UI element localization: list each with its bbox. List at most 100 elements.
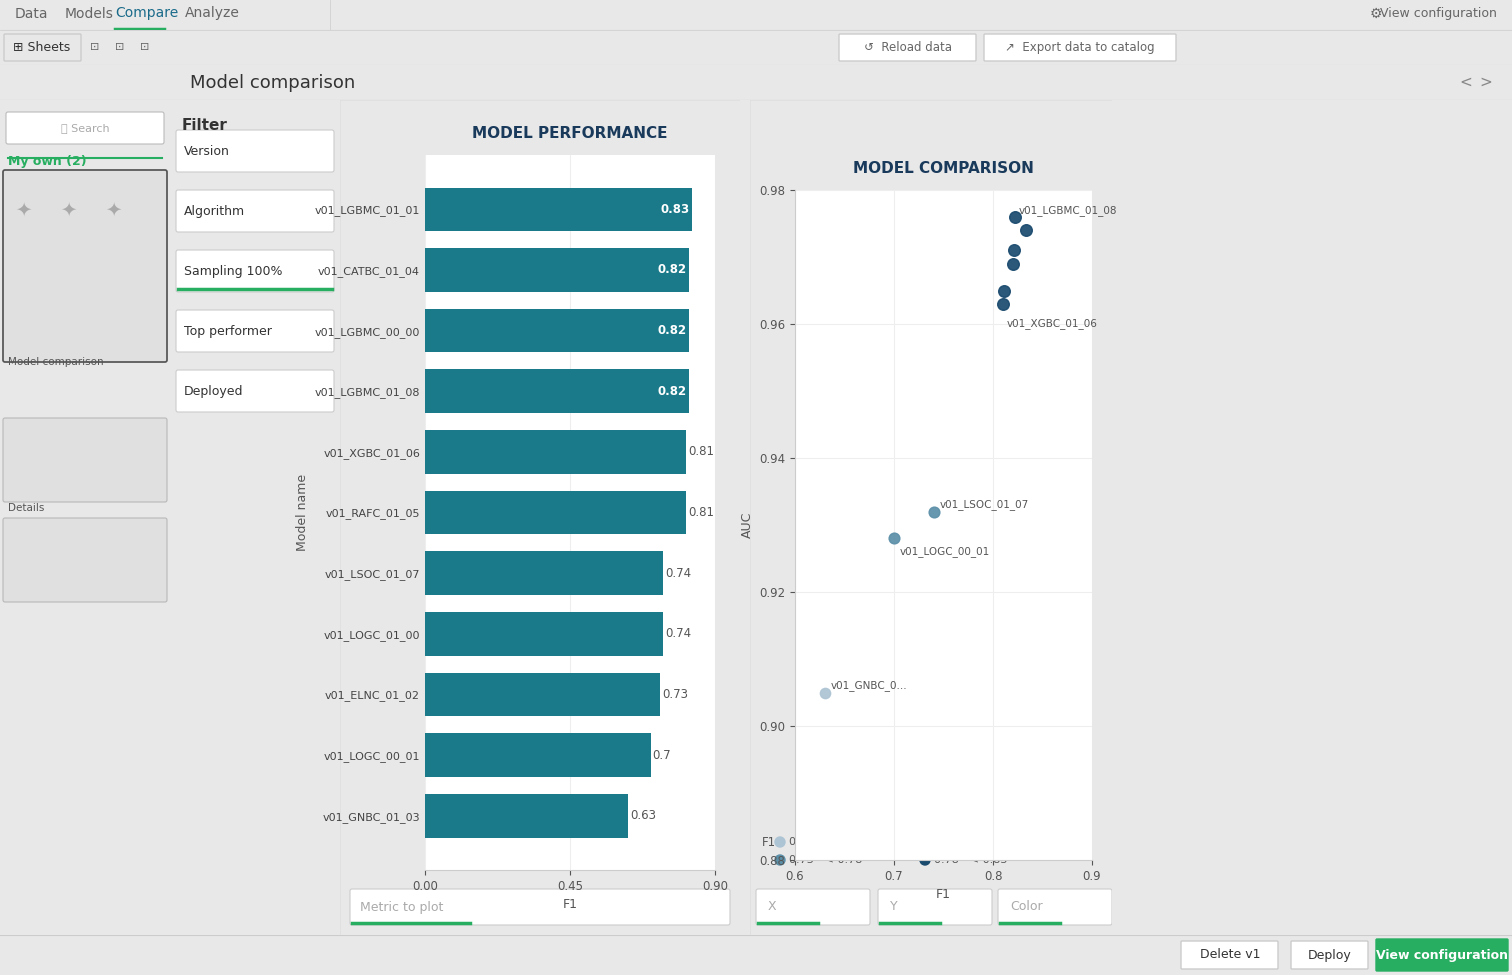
Text: 0.82: 0.82 [658, 263, 686, 277]
FancyBboxPatch shape [1181, 941, 1278, 969]
Text: <: < [1459, 75, 1473, 90]
Text: 0.82: 0.82 [658, 385, 686, 398]
Text: ⊞ Sheets: ⊞ Sheets [14, 41, 71, 54]
Text: 0.82: 0.82 [658, 324, 686, 337]
Point [1002, 209, 1027, 224]
Text: Metric to plot: Metric to plot [360, 901, 443, 914]
FancyBboxPatch shape [3, 418, 166, 502]
Text: ↗  Export data to catalog: ↗ Export data to catalog [1005, 41, 1155, 54]
Text: v01_LSOC_01_07: v01_LSOC_01_07 [939, 499, 1028, 510]
Bar [425, 612, 664, 655]
Bar [425, 490, 686, 534]
FancyBboxPatch shape [1376, 939, 1507, 971]
Bar [425, 673, 661, 717]
Point [921, 504, 945, 520]
Text: View configuration: View configuration [1376, 949, 1507, 961]
FancyBboxPatch shape [1291, 941, 1368, 969]
FancyBboxPatch shape [998, 889, 1111, 925]
Point [990, 296, 1015, 312]
Text: 0.73: 0.73 [662, 688, 688, 701]
Text: Filter: Filter [181, 118, 228, 133]
Text: 0.63 - < 0.68: 0.63 - < 0.68 [789, 837, 862, 847]
FancyBboxPatch shape [3, 170, 166, 362]
Text: 0.74: 0.74 [665, 627, 691, 641]
Y-axis label: AUC: AUC [741, 512, 753, 538]
FancyBboxPatch shape [349, 889, 730, 925]
Point [1001, 243, 1025, 258]
FancyBboxPatch shape [756, 889, 869, 925]
FancyBboxPatch shape [3, 518, 166, 602]
FancyBboxPatch shape [878, 889, 992, 925]
X-axis label: F1: F1 [562, 898, 578, 912]
Text: View configuration: View configuration [1380, 7, 1497, 20]
Text: 0.81: 0.81 [688, 506, 714, 519]
Text: Data: Data [15, 7, 48, 20]
Text: ✦: ✦ [60, 201, 77, 219]
FancyBboxPatch shape [175, 130, 334, 172]
Text: My own (2): My own (2) [8, 155, 86, 168]
FancyBboxPatch shape [175, 250, 334, 292]
Point [992, 283, 1016, 298]
Bar [425, 430, 686, 474]
FancyBboxPatch shape [175, 310, 334, 352]
Text: v01_XGBC_01_06: v01_XGBC_01_06 [1007, 319, 1098, 330]
Text: 0.81: 0.81 [688, 446, 714, 458]
Text: 0.73 - < 0.78: 0.73 - < 0.78 [789, 855, 862, 865]
Bar [425, 248, 689, 292]
Text: ⊡: ⊡ [91, 43, 100, 53]
Point [881, 530, 906, 546]
Text: ⊡: ⊡ [115, 43, 124, 53]
Text: Algorithm: Algorithm [184, 205, 245, 217]
Bar [425, 370, 689, 413]
Circle shape [776, 855, 785, 865]
Text: Delete v1: Delete v1 [1199, 949, 1259, 961]
Text: Y: Y [891, 901, 898, 914]
Circle shape [919, 855, 930, 865]
X-axis label: F1: F1 [936, 888, 951, 901]
Bar [425, 187, 692, 231]
Point [812, 684, 836, 700]
Text: Color: Color [1010, 901, 1043, 914]
FancyBboxPatch shape [175, 370, 334, 412]
Text: ⊡: ⊡ [141, 43, 150, 53]
Text: v01_LOGC_00_01: v01_LOGC_00_01 [900, 546, 990, 558]
Text: Compare: Compare [115, 7, 178, 20]
Point [1001, 255, 1025, 271]
Text: Top performer: Top performer [184, 325, 272, 337]
Text: F1: F1 [762, 836, 776, 848]
Text: ✦: ✦ [15, 201, 32, 219]
Text: v01_GNBC_0...: v01_GNBC_0... [830, 681, 907, 691]
Text: Models: Models [65, 7, 113, 20]
Bar [425, 551, 664, 595]
Text: >: > [1479, 75, 1492, 90]
FancyBboxPatch shape [5, 34, 82, 61]
FancyBboxPatch shape [175, 190, 334, 232]
FancyBboxPatch shape [839, 34, 977, 61]
Y-axis label: Model name: Model name [296, 474, 308, 551]
Text: X: X [768, 901, 777, 914]
Point [1013, 222, 1037, 238]
Bar [425, 733, 650, 777]
Text: 🔍 Search: 🔍 Search [60, 123, 109, 133]
FancyBboxPatch shape [984, 34, 1176, 61]
Text: Deploy: Deploy [1308, 949, 1352, 961]
Text: 0.83: 0.83 [661, 203, 689, 215]
Text: Sampling 100%: Sampling 100% [184, 264, 283, 278]
Text: Analyze: Analyze [184, 7, 240, 20]
Text: Model comparison: Model comparison [8, 357, 104, 367]
Text: ⚙: ⚙ [1370, 7, 1382, 20]
Text: ✦: ✦ [104, 201, 121, 219]
Text: Deployed: Deployed [184, 384, 243, 398]
Title: MODEL COMPARISON: MODEL COMPARISON [853, 161, 1034, 176]
Text: Version: Version [184, 144, 230, 158]
Circle shape [919, 837, 930, 847]
Text: 0.63: 0.63 [631, 809, 656, 822]
Text: ↺  Reload data: ↺ Reload data [863, 41, 953, 54]
Text: 0.74: 0.74 [665, 566, 691, 579]
Text: v01_LGBMC_01_08: v01_LGBMC_01_08 [1019, 205, 1117, 215]
FancyBboxPatch shape [6, 112, 163, 144]
Circle shape [776, 837, 785, 847]
Text: Details: Details [8, 503, 44, 513]
Text: 0.68 - < 0.73: 0.68 - < 0.73 [934, 837, 1007, 847]
Bar [425, 309, 689, 352]
